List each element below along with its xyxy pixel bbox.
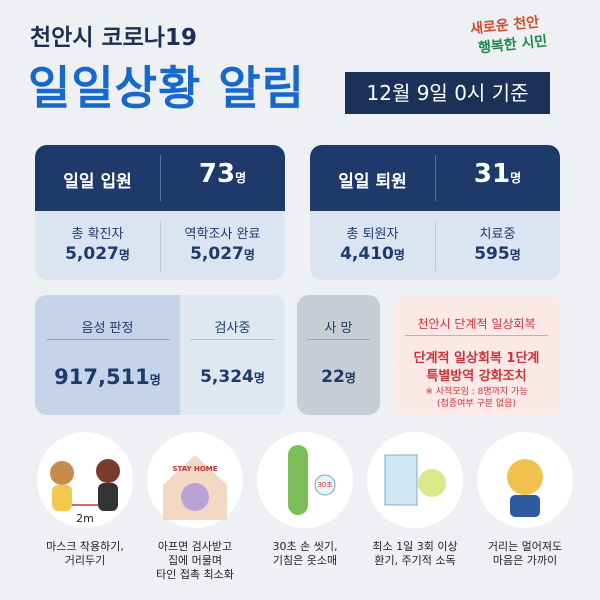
- tip-art-text: 2m: [76, 512, 94, 525]
- notice-line: 단계적 일상회복 1단계: [413, 351, 540, 366]
- value: 5,027: [65, 244, 119, 264]
- value: 5,027: [190, 244, 244, 264]
- tip-illustrations: 2m STAY HOME 30초: [37, 432, 573, 528]
- tip-art-text: 30초: [317, 481, 333, 489]
- label: 총 확진자: [71, 227, 124, 242]
- label: 일일 입원: [63, 172, 132, 192]
- value: 73: [198, 159, 236, 189]
- value: 595: [474, 244, 510, 264]
- tip-caption: 30초 손 씻기,: [272, 540, 338, 553]
- unit: 명: [149, 373, 161, 387]
- tip-caption: 타인 접촉 최소화: [156, 568, 234, 581]
- date: 12월 9일 0시 기준: [345, 72, 550, 114]
- tip-caption: 환기, 주기적 소독: [374, 554, 456, 567]
- unit: 명: [243, 248, 255, 262]
- label: 총 퇴원자: [346, 227, 399, 242]
- tip-caption: 마스크 착용하기,: [46, 540, 124, 553]
- tip-caption: 거리두기: [64, 554, 106, 567]
- value: 5,324: [200, 367, 254, 387]
- notice-note: (접종여부 구분 없음): [437, 399, 516, 409]
- label: 음성 판정: [81, 321, 134, 336]
- unit: 명: [344, 371, 356, 385]
- value: 22: [321, 367, 345, 387]
- tip-caption: 집에 머물며: [167, 554, 223, 567]
- subtitle: 천안시 코로나19: [30, 25, 197, 51]
- notice-card: 천안시 단계적 일상회복 단계적 일상회복 1단계 특별방역 강화조치 ※ 사적…: [393, 295, 560, 415]
- unit: 명: [253, 371, 265, 385]
- unit: 명: [393, 248, 405, 262]
- value: 4,410: [340, 244, 394, 264]
- title: 일일상황 알림: [28, 61, 305, 115]
- value: 917,511: [54, 365, 150, 389]
- label: 검사중: [214, 321, 251, 336]
- label: 역학조사 완료: [184, 227, 261, 242]
- tip-caption: 아프면 검사받고: [157, 540, 233, 553]
- label: 사 망: [324, 321, 353, 336]
- tip-caption: 거리는 멀어져도: [487, 540, 563, 553]
- label: 치료중: [479, 227, 516, 242]
- notice-line: 특별방역 강화조치: [426, 369, 527, 384]
- admission-card: 일일 입원 73명 총 확진자 5,027명 역학조사 완료 5,027명: [35, 145, 285, 280]
- notice-note: ※ 사적모임 : 8명까지 가능: [425, 387, 528, 397]
- deaths-card: 사 망 22명: [297, 295, 380, 415]
- unit: 명: [510, 171, 522, 185]
- discharge-card: 일일 퇴원 31명 총 퇴원자 4,410명 치료중 595명: [310, 145, 560, 280]
- unit: 명: [118, 248, 130, 262]
- tip-caption: 기침은 옷소매: [272, 554, 338, 567]
- label: 일일 퇴원: [338, 172, 407, 192]
- unit: 명: [235, 171, 247, 185]
- unit: 명: [509, 248, 521, 262]
- tests-card: 음성 판정 917,511명 검사중 5,324명: [35, 295, 285, 415]
- tip-caption: 최소 1일 3회 이상: [372, 540, 458, 553]
- tip-caption: 마음은 가까이: [492, 554, 558, 567]
- value: 31: [473, 159, 511, 189]
- notice-title: 천안시 단계적 일상회복: [417, 317, 536, 331]
- tip-art-text: STAY HOME: [172, 465, 217, 473]
